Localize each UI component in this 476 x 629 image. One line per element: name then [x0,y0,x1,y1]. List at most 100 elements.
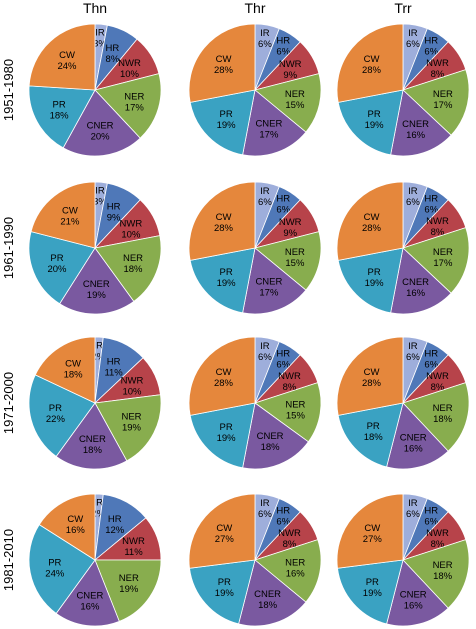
slice-pr [28,231,96,305]
slice-label-pr: PR 24% [45,558,65,580]
slice-percent: 8% [431,69,445,80]
slice-category: IR [408,341,418,352]
slice-label-ner: NER 18% [433,560,453,582]
slice-percent: 6% [258,39,272,50]
slice-percent: 19% [122,423,142,434]
slice-percent: 10% [120,69,140,80]
slice-category: HR [276,193,290,204]
slice-percent: 6% [258,197,272,208]
slice-label-cw: CW 28% [362,367,382,389]
slice-label-pr: PR 19% [365,109,385,131]
slice-percent: 20% [47,264,67,275]
slice-category: PR [219,422,232,433]
slice-label-nwr: NWR 11% [122,536,145,558]
slice-category: NER [433,403,453,414]
slice-label-pr: PR 19% [217,267,237,289]
slice-percent: 16% [80,602,100,613]
slice-label-hr: HR 12% [105,514,125,536]
slice-percent: 19% [217,120,237,131]
slice-cw [336,493,404,569]
pie-panels: IR 3%HR 8%NWR 10%NER 17%CNER 20%PR 18%CW 24%IR 6… [28,23,470,627]
slice-percent: 22% [46,414,66,425]
slice-category: CW [364,367,380,378]
slice-category: IR [408,28,418,39]
slice-label-ner: NER 17% [124,91,144,113]
slice-category: NWR [426,58,449,69]
slice-percent: 19% [365,278,385,289]
slice-percent: 28% [362,65,382,76]
slice-label-ir: IR 6% [406,186,420,208]
slice-percent: 6% [424,516,438,527]
slice-category: CNER [402,119,429,130]
slice-category: PR [367,421,380,432]
slice-category: NER [123,253,143,264]
pie-1971-2000-thr: IR 6% HR 6%NWR 8%NER 15%CNER 18%PR 19%CW 28% [188,336,322,470]
slice-label-ir: IR 6% [258,186,272,208]
slice-label-pr: PR 19% [365,267,385,289]
slice-category: NWR [279,217,302,228]
slice-cner [242,89,307,157]
slice-category: NWR [426,528,449,539]
slice-pr [337,559,404,625]
slice-label-cner: CNER 17% [255,119,282,141]
slice-category: IR [408,186,418,197]
slice-percent: 18% [64,370,84,381]
column-title-thr: Thr [245,0,266,16]
slice-percent: 10% [121,229,141,240]
slice-category: HR [107,202,121,213]
slice-cw [28,23,96,91]
slice-percent: 27% [363,534,383,545]
slice-percent: 17% [125,102,145,113]
slice-percent: 8% [431,539,445,550]
slice-category: CNER [254,589,281,600]
slice-label-ner: NER 19% [119,573,139,595]
slice-percent: 19% [87,290,107,301]
slice-percent: 19% [217,433,237,444]
slice-label-cw: CW 27% [363,523,383,545]
slice-category: PR [49,403,62,414]
slice-category: PR [367,109,380,120]
slice-category: IR [260,186,270,197]
slice-label-hr: HR 6% [424,35,438,57]
slice-pr [189,247,256,314]
row-titles: 1951-1980 1961-1990 1971-2000 1981-2010 [1,59,16,591]
slice-label-ner: NER 19% [121,412,141,434]
slice-ner [94,235,162,302]
slice-ner [402,382,470,452]
slice-category: IR [260,498,270,509]
slice-cw [188,336,256,416]
slice-category: NER [285,247,305,258]
slice-cw [336,181,404,261]
pie-1951-1980-trr: IR 6% HR 6%NWR 8%NER 17%CNER 16%PR 19%CW 28% [336,23,470,157]
slice-percent: 16% [404,444,424,455]
slice-percent: 15% [286,410,306,421]
slice-percent: 24% [57,61,77,72]
slice-category: CW [62,206,78,217]
slice-label-ir: IR 3% [93,27,107,49]
slice-label-nwr: NWR 10% [121,376,144,398]
slice-percent: 6% [276,204,290,215]
pie-1951-1980-thr: IR 6% HR 6%NWR 9%NER 15%CNER 17%PR 19%CW 28% [188,23,322,157]
slice-label-cw: CW 28% [362,212,382,234]
slice-ner [94,73,162,139]
slice-category: CNER [255,277,282,288]
slice-category: CNER [83,279,110,290]
slice-percent: 6% [276,359,290,370]
slice-percent: 15% [285,100,305,111]
slice-percent: 6% [406,197,420,208]
slice-category: IR [260,341,270,352]
slice-category: NER [433,89,453,100]
row-title-1961-1990: 1961-1990 [1,217,16,279]
slice-label-ir: IR 6% [406,341,420,363]
slice-category: CW [364,212,380,223]
slice-cw [188,181,256,261]
slice-ner [402,227,470,294]
slice-percent: 19% [217,278,237,289]
slice-label-cner: CNER 16% [400,590,427,612]
slice-percent: 6% [276,516,290,527]
slice-label-nwr: NWR 8% [426,58,449,80]
pie-1961-1990-trr: IR 6% HR 6%NWR 8%NER 17%CNER 16%PR 19%CW 28% [336,181,470,315]
slice-label-ner: NER 18% [123,253,143,275]
slice-label-nwr: NWR 9% [279,217,302,239]
slice-category: NWR [426,216,449,227]
